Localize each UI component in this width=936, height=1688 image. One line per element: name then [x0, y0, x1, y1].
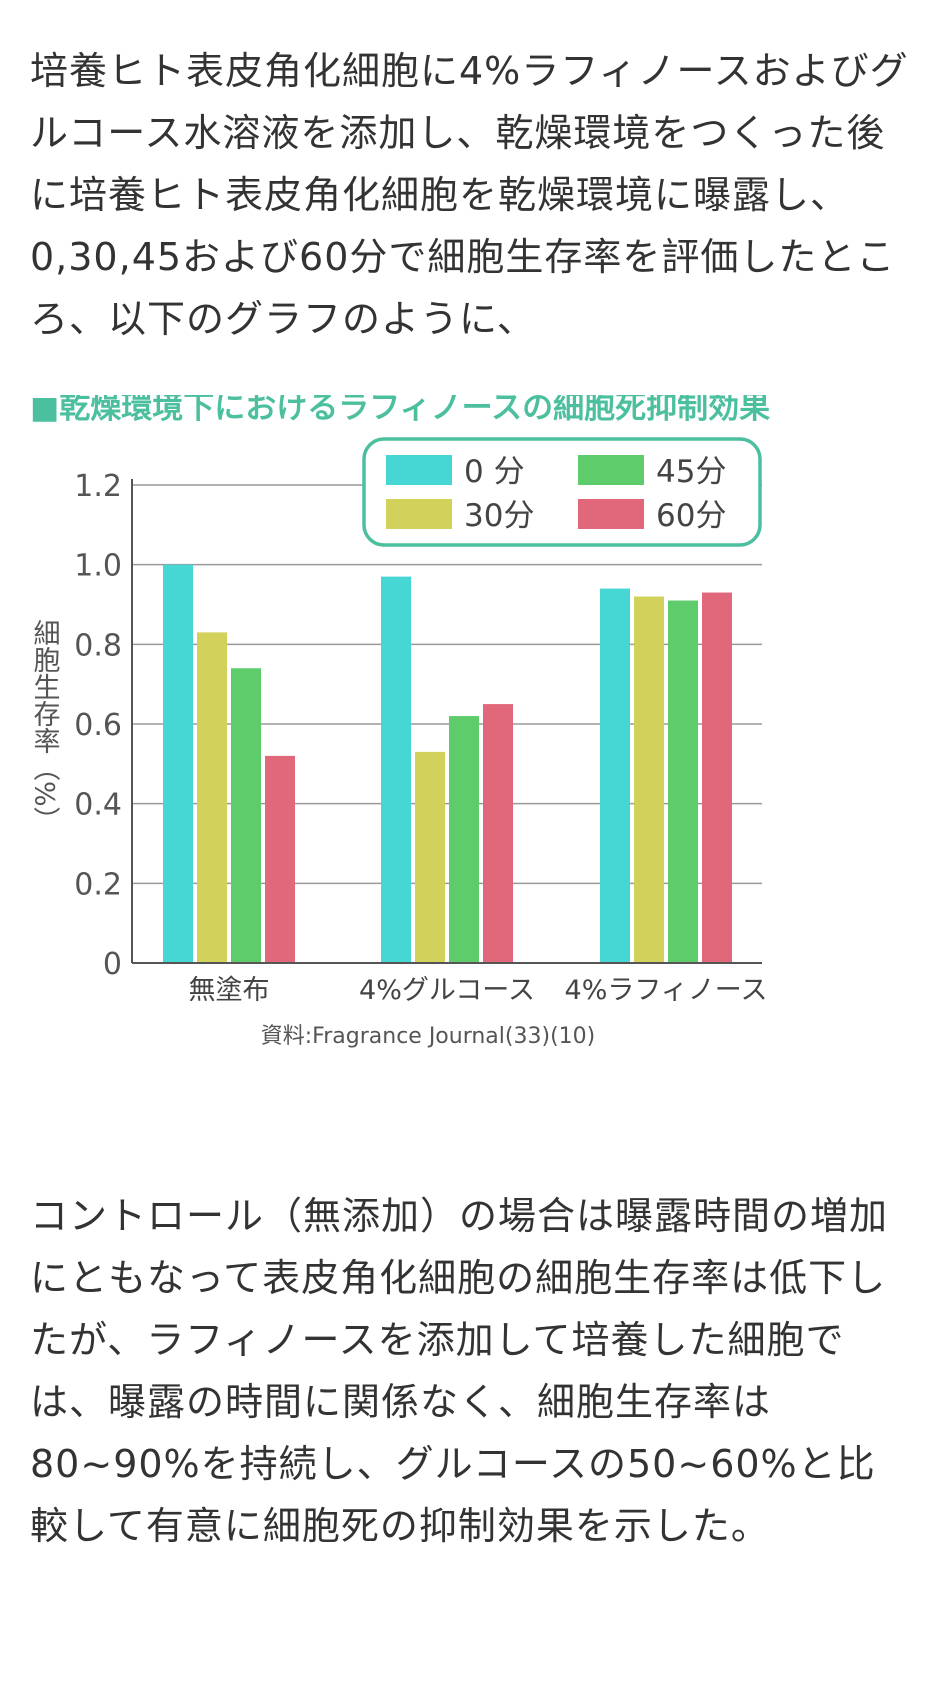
category-label: 4%グルコース — [359, 975, 535, 1006]
y-axis-title: 細胞生存率（%） — [29, 619, 61, 834]
chart-source: 資料:Fragrance Journal(33)(10) — [261, 1024, 595, 1049]
category-label: 4%ラフィノース — [565, 975, 768, 1006]
legend-label: 60分 — [656, 498, 726, 534]
legend: 0 分 30分 45分 60分 — [362, 437, 762, 547]
legend-swatch — [578, 455, 644, 485]
legend-label: 45分 — [656, 454, 726, 490]
bar — [483, 704, 513, 963]
legend-swatch — [386, 499, 452, 529]
intro-paragraph: 培養ヒト表皮角化細胞に4%ラフィノースおよびグルコース水溶液を添加し、乾燥環境を… — [30, 49, 909, 341]
survival-rate-chart: ■乾燥環境下におけるラフィノースの細胞死抑制効果 1.2 1.0 0.8 0.6 0.4… — [29, 395, 771, 1049]
category-labels: 無塗布 4%グルコース 4%ラフィノース — [189, 975, 768, 1006]
category-label: 無塗布 — [189, 975, 270, 1006]
bar — [415, 751, 445, 963]
bar — [197, 632, 227, 963]
legend-swatch — [578, 499, 644, 529]
bar — [381, 576, 411, 963]
outro-paragraph: コントロール（無添加）の場合は曝露時間の増加にともなって表皮角化細胞の細胞生存率… — [30, 1194, 889, 1548]
bar — [702, 592, 732, 963]
y-tick-label: 1.2 — [74, 469, 122, 504]
y-tick-label: 0.4 — [74, 788, 122, 823]
legend-label: 30分 — [464, 498, 534, 534]
y-axis-label: 細胞生存率（%） — [29, 619, 61, 834]
bar — [265, 755, 295, 963]
bar — [231, 668, 261, 963]
legend-label: 0 分 — [464, 454, 525, 490]
y-tick-label: 0.6 — [74, 708, 122, 743]
bar — [668, 600, 698, 963]
y-tick-label: 0.8 — [74, 628, 122, 663]
legend-swatch — [386, 455, 452, 485]
bar — [634, 596, 664, 963]
y-tick-label: 0 — [103, 947, 122, 982]
bar — [163, 564, 193, 963]
legend-box — [362, 437, 762, 547]
bar — [600, 588, 630, 963]
axes — [131, 479, 762, 964]
y-tick-label: 0.2 — [74, 867, 122, 902]
y-axis-ticks: 1.2 1.0 0.8 0.6 0.4 0.2 0 — [74, 469, 122, 982]
y-tick-label: 1.0 — [74, 549, 122, 584]
chart-title: ■乾燥環境下におけるラフィノースの細胞死抑制効果 — [30, 395, 770, 426]
bar — [449, 716, 479, 963]
bars — [163, 564, 732, 963]
